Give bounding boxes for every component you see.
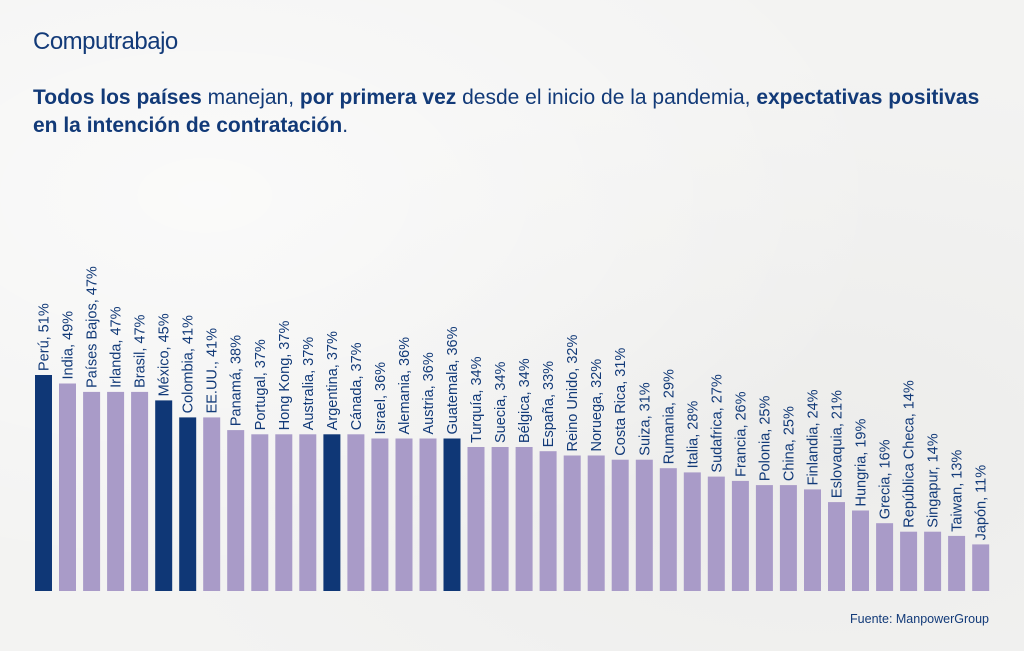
bar-india (59, 383, 76, 591)
data-label: EE.UU., 41% (205, 328, 221, 414)
data-label: España, 33% (541, 361, 557, 447)
bar-israel (371, 438, 389, 591)
bar-hungria (852, 510, 869, 591)
data-label: Austria, 36% (421, 352, 437, 434)
bar-irlanda (107, 391, 125, 591)
bar-japón (972, 544, 990, 591)
data-label: China, 25% (781, 406, 797, 481)
headline-segment: . (342, 114, 349, 137)
headline-segment: desde el inicio de la pandemia, (456, 86, 757, 109)
bar-cánada (347, 434, 365, 591)
bar-guatemala (443, 438, 461, 591)
data-label: Eslovaquia, 21% (830, 390, 846, 498)
data-label: Italia, 28% (685, 401, 701, 469)
bar-noruega (587, 455, 605, 591)
bar-portugal (251, 434, 269, 591)
bar-china (779, 485, 797, 591)
bar-taiwan (948, 535, 966, 591)
data-label: Singapur, 14% (926, 433, 942, 527)
bar-australia (299, 434, 317, 591)
bar-eslovaquia (828, 502, 845, 591)
headline-bold-segment: por primera vez (299, 86, 457, 109)
data-label: Bélgica, 34% (517, 358, 533, 443)
data-label: Japón, 11% (974, 465, 990, 541)
bar-perú (35, 375, 52, 591)
data-label: Suiza, 31% (637, 382, 653, 455)
bar-hong-kong (275, 434, 293, 591)
bar-polonia (755, 485, 773, 591)
data-label: Brasil, 47% (133, 314, 149, 387)
bar-brasil (131, 391, 149, 591)
data-label: Costa Rica, 31% (613, 348, 629, 456)
bar-alemania (395, 438, 413, 591)
data-label: Francia, 26% (733, 391, 749, 477)
headline-segment: manejan, (201, 86, 300, 109)
bar-colombia (179, 417, 197, 591)
data-label: Países Bajos, 47% (85, 266, 101, 388)
bar-rumania (659, 468, 677, 591)
bar-países-bajos (83, 391, 101, 591)
bar-suiza (635, 459, 653, 591)
data-label: Alemania, 36% (397, 337, 413, 435)
data-label: Polonia, 25% (757, 396, 773, 482)
bar-finlandia (804, 489, 821, 591)
data-label: Argentina, 37% (325, 331, 341, 430)
data-label: Noruega, 32% (589, 359, 605, 452)
source-note: Fuente: ManpowerGroup (850, 612, 989, 626)
bar-argentina (323, 434, 341, 591)
data-label: Sudafrica, 27% (709, 374, 725, 472)
chart-headline: Todos los países manejan, por primera ve… (33, 84, 993, 140)
data-label: Guatemala, 36% (445, 326, 461, 434)
headline-bold-segment: expectativas positivas en la intención d… (33, 86, 980, 137)
bar-turquía (467, 447, 485, 591)
bar-méxico (155, 400, 173, 591)
bar-costa-rica (611, 459, 629, 591)
brand-logo-text: Computrabajo (33, 28, 178, 55)
data-label: República Checa, 14% (902, 380, 918, 528)
data-label: Taiwan, 13% (950, 450, 966, 532)
data-label: Grecia, 16% (878, 439, 894, 519)
data-label: Reino Unido, 32% (565, 335, 581, 452)
data-label: México, 45% (157, 313, 173, 396)
bar-españa (539, 451, 557, 591)
data-label: Turquía, 34% (469, 356, 485, 443)
data-label: Irlanda, 47% (109, 306, 125, 388)
bar-ee-uu- (203, 417, 221, 591)
data-label: Australia, 37% (301, 337, 317, 431)
data-label: Perú, 51% (37, 303, 53, 371)
bar-italia (683, 472, 701, 591)
data-label: Rumania, 29% (661, 369, 677, 464)
bar-sudafrica (707, 476, 725, 591)
data-label: Cánada, 37% (349, 342, 365, 430)
bar-austria (419, 438, 437, 591)
data-label: Portugal, 37% (253, 339, 269, 430)
data-label: Finlandia, 24% (806, 389, 822, 485)
data-label: Suecia, 34% (493, 361, 509, 443)
bar-panamá (227, 430, 245, 591)
bar-suecia (491, 447, 509, 591)
headline-bold-segment: Todos los países (33, 86, 202, 109)
bar-reino-unido (563, 455, 581, 591)
bar-bélgica (515, 447, 533, 591)
data-label: Colombia, 41% (181, 315, 197, 413)
bar-república-checa (900, 531, 918, 591)
bar-singapur (924, 531, 942, 591)
data-label: Israel, 36% (373, 362, 389, 435)
data-label: India, 49% (61, 311, 77, 380)
data-label: Panamá, 38% (229, 335, 245, 426)
data-label: Hungria, 19% (854, 419, 870, 507)
bar-grecia (876, 523, 894, 591)
bar-francia (731, 480, 749, 591)
data-label: Hong Kong, 37% (277, 321, 293, 431)
